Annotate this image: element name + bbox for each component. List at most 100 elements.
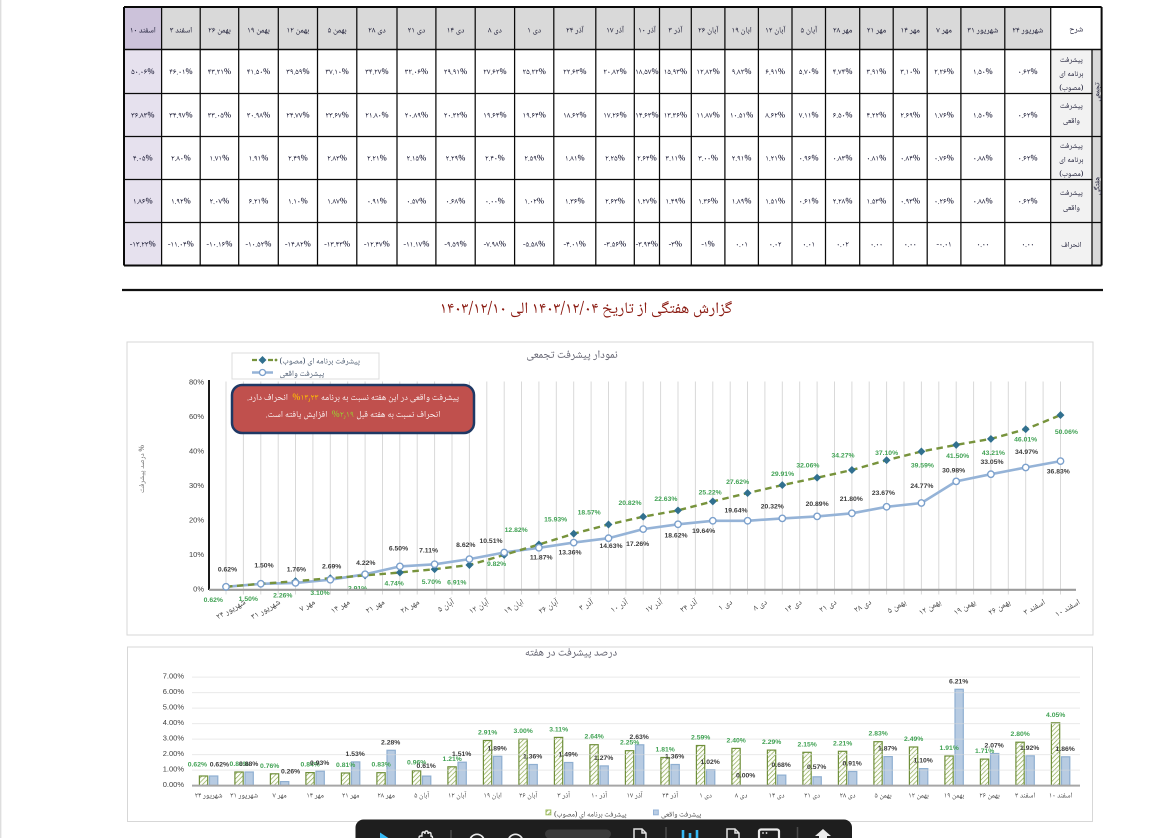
svg-text:0.91%: 0.91% [843,761,862,768]
svg-text:36.83%: 36.83% [1047,469,1070,476]
svg-text:1.36%: 1.36% [665,754,684,761]
svg-text:29.91%: 29.91% [771,471,794,478]
svg-text:2.91%: 2.91% [478,730,497,737]
svg-text:1.53%: 1.53% [346,751,365,758]
svg-text:20.82%: 20.82% [618,500,641,507]
svg-text:2.49%: 2.49% [904,736,923,743]
svg-text:25.22%: 25.22% [699,489,722,496]
svg-text:2.83%: 2.83% [869,731,888,738]
svg-text:0.00%: 0.00% [736,773,755,780]
svg-text:14.63%: 14.63% [599,543,622,550]
svg-text:18.62%: 18.62% [664,533,687,540]
svg-text:15.93%: 15.93% [544,517,567,524]
svg-text:13.36%: 13.36% [558,549,581,556]
svg-text:0.26%: 0.26% [281,769,300,776]
svg-text:5.70%: 5.70% [422,579,441,586]
svg-text:6.00%: 6.00% [163,687,185,696]
svg-text:23.67%: 23.67% [872,490,895,497]
svg-text:30%: 30% [189,481,204,490]
svg-text:0.83%: 0.83% [372,762,391,769]
svg-text:0.61%: 0.61% [417,763,436,770]
svg-text:0.84%: 0.84% [301,762,320,769]
svg-text:0.81%: 0.81% [336,762,355,769]
svg-text:1.89%: 1.89% [488,745,507,752]
svg-text:1.81%: 1.81% [656,747,675,754]
svg-text:80%: 80% [189,378,204,387]
svg-text:0.68%: 0.68% [772,762,791,769]
svg-text:0.76%: 0.76% [260,763,279,770]
svg-text:7.00%: 7.00% [163,671,185,680]
svg-text:5.00%: 5.00% [163,702,185,711]
svg-text:0.93%: 0.93% [310,760,329,767]
svg-text:0%: 0% [193,585,204,594]
svg-text:8.62%: 8.62% [456,542,475,549]
svg-text:2.63%: 2.63% [630,734,649,741]
svg-text:3.11%: 3.11% [549,726,568,733]
svg-text:0.88%: 0.88% [239,761,258,768]
svg-text:2.07%: 2.07% [985,743,1004,750]
svg-text:27.62%: 27.62% [726,479,749,486]
svg-text:0.00%: 0.00% [163,780,185,789]
svg-text:60%: 60% [189,412,204,421]
svg-text:46.01%: 46.01% [1014,437,1037,444]
svg-text:39.59%: 39.59% [911,463,934,470]
svg-text:0.62%: 0.62% [188,762,207,769]
svg-text:2.00%: 2.00% [163,749,185,758]
svg-text:1.92%: 1.92% [1020,745,1039,752]
svg-text:37.10%: 37.10% [875,450,898,457]
svg-text:6.50%: 6.50% [389,546,408,553]
svg-text:32.06%: 32.06% [796,463,819,470]
svg-text:1.86%: 1.86% [1056,746,1075,753]
svg-text:2.29%: 2.29% [762,739,781,746]
svg-text:10%: 10% [189,550,204,559]
svg-text:33.05%: 33.05% [980,459,1003,466]
svg-text:20.89%: 20.89% [806,501,829,508]
svg-text:41.50%: 41.50% [946,453,969,460]
svg-text:20.32%: 20.32% [761,503,784,510]
svg-text:19.64%: 19.64% [692,528,715,535]
svg-text:9.82%: 9.82% [487,561,506,568]
svg-text:2.59%: 2.59% [691,735,710,742]
svg-text:19.64%: 19.64% [724,507,747,514]
svg-text:2.21%: 2.21% [833,740,852,747]
svg-text:0.62%: 0.62% [210,762,229,769]
svg-text:4.22%: 4.22% [356,560,375,567]
svg-text:24.77%: 24.77% [910,483,933,490]
svg-text:2.15%: 2.15% [798,741,817,748]
svg-text:2.64%: 2.64% [585,734,604,741]
svg-text:30.98%: 30.98% [942,467,965,474]
svg-text:34.27%: 34.27% [831,452,854,459]
svg-text:4.05%: 4.05% [1046,712,1065,719]
svg-text:50.06%: 50.06% [1055,429,1078,436]
svg-text:1.50%: 1.50% [254,562,273,569]
svg-text:18.57%: 18.57% [578,510,601,517]
svg-text:1.50%: 1.50% [239,596,258,603]
svg-text:3.10%: 3.10% [310,590,329,597]
svg-text:1.36%: 1.36% [523,754,542,761]
svg-text:34.97%: 34.97% [1015,449,1038,456]
svg-text:1.91%: 1.91% [940,745,959,752]
svg-text:12.82%: 12.82% [505,527,528,534]
svg-text:1.71%: 1.71% [975,748,994,755]
svg-text:6.21%: 6.21% [949,678,968,685]
svg-text:3.00%: 3.00% [163,733,185,742]
svg-text:2.40%: 2.40% [727,737,746,744]
svg-text:0.62%: 0.62% [204,597,223,604]
svg-text:10.51%: 10.51% [479,538,502,545]
svg-text:1.10%: 1.10% [914,758,933,765]
svg-text:17.26%: 17.26% [626,541,649,548]
svg-text:0.57%: 0.57% [807,764,826,771]
svg-text:1.51%: 1.51% [452,751,471,758]
svg-text:22.63%: 22.63% [654,496,677,503]
svg-text:20%: 20% [189,516,204,525]
svg-text:1.21%: 1.21% [443,756,462,763]
svg-text:21.80%: 21.80% [840,496,863,503]
svg-text:11.87%: 11.87% [530,555,553,562]
svg-text:40%: 40% [189,447,204,456]
svg-text:1.49%: 1.49% [559,752,578,759]
svg-text:2.25%: 2.25% [620,740,639,747]
svg-text:1.00%: 1.00% [163,764,185,773]
svg-text:1.76%: 1.76% [287,567,306,574]
svg-text:7.11%: 7.11% [419,547,438,554]
svg-text:6.91%: 6.91% [447,580,466,587]
